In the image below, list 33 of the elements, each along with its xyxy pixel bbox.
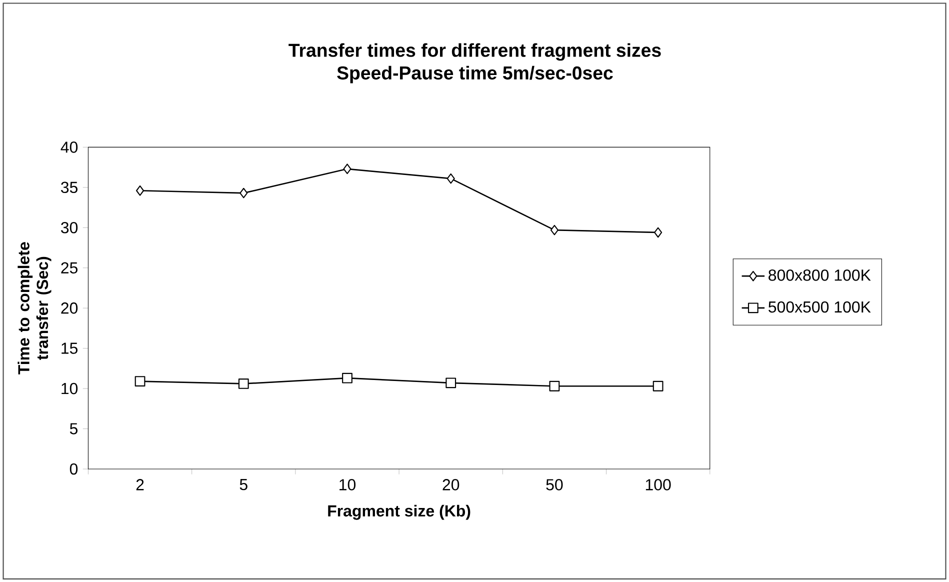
y-tick-label: 30 [61, 222, 78, 234]
y-tick-label: 0 [70, 463, 78, 475]
point [446, 173, 455, 184]
y-tick-label: 40 [60, 141, 78, 153]
point [240, 188, 248, 198]
y-tick-label: 5 [70, 423, 78, 434]
x-tick-label: 20 [442, 478, 460, 490]
point [654, 227, 662, 238]
y-tick-label: 10 [62, 382, 78, 394]
y-tick-label: 15 [62, 342, 78, 354]
x-tick-label: 10 [340, 478, 356, 490]
x-axis-title: Fragment size (Kb) [328, 504, 470, 520]
chart-subtitle: Speed-Pause time 5m/sec-0sec [337, 66, 613, 84]
x-tick-label: 2 [136, 478, 144, 490]
point [549, 380, 560, 392]
legend-label: 500x500 100K [768, 301, 871, 313]
point [238, 378, 249, 389]
point [136, 185, 144, 196]
point [550, 224, 558, 236]
y-tick-label: 25 [61, 262, 78, 274]
point [134, 376, 146, 386]
chart-title: Transfer times for different fragment sizes [288, 43, 661, 61]
point [652, 380, 664, 392]
x-tick-label: 100 [646, 478, 671, 490]
point [342, 372, 352, 384]
y-axis-title: Time to complete transfer (Sec) [18, 242, 52, 374]
point [446, 378, 456, 388]
legend-label: 800x800 100K [768, 269, 871, 281]
y-tick-label: 35 [61, 182, 78, 193]
x-tick-label: 50 [546, 478, 563, 490]
y-tick-label: 20 [61, 302, 78, 314]
x-tick-label: 5 [240, 478, 248, 490]
point [343, 164, 352, 174]
